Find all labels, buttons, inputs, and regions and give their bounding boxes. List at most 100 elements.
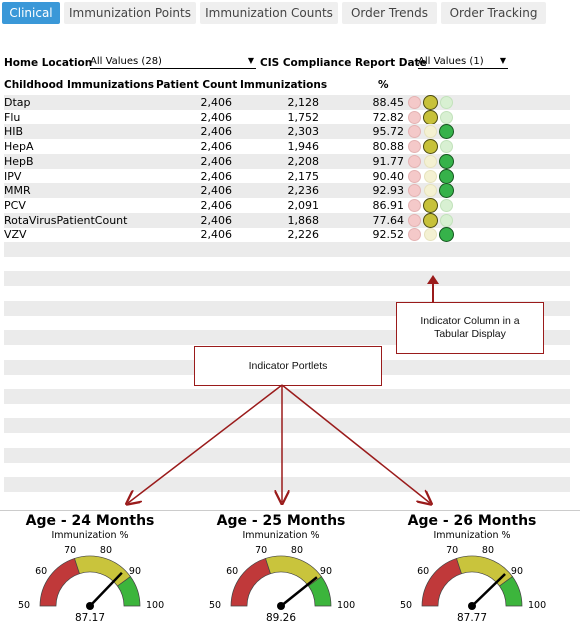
gauge-hub [86, 602, 94, 610]
table-row: IPV 2,406 2,175 90.40 [4, 168, 570, 184]
callout-indicator-portlets: Indicator Portlets [194, 346, 382, 386]
immunization-name: HIB [4, 125, 24, 139]
gauge-tick-label: 80 [290, 544, 304, 556]
gauge-title: Age - 25 Months [216, 513, 346, 529]
gauge-value: 89.26 [265, 612, 297, 624]
immunization-percent: 88.45 [372, 96, 405, 109]
immunization-count: 2,226 [287, 228, 320, 242]
immunization-percent: 72.82 [372, 110, 405, 124]
immunization-name: RotaVirusPatientCount [4, 213, 128, 227]
report-date-select[interactable]: All Values (1) ▼ [418, 56, 508, 69]
gauge-subtitle: Immunization % [433, 530, 511, 541]
immunization-name: MMR [4, 184, 31, 198]
column-header-immunizations[interactable]: Immunizations [240, 79, 328, 91]
gauge-tick-label: 60 [35, 565, 48, 577]
green-light-icon [440, 110, 453, 124]
column-header-percent[interactable]: % [378, 79, 389, 91]
gauge-hub [468, 602, 476, 610]
yellow-light-icon [424, 169, 437, 183]
gauge-tick-label: 70 [255, 544, 268, 556]
red-light-icon [408, 140, 421, 154]
gauge-tick-label: 50 [400, 600, 413, 611]
green-light-icon [439, 227, 454, 243]
immunization-percent: 80.88 [372, 140, 405, 154]
red-light-icon [408, 169, 421, 183]
immunization-name: IPV [4, 169, 22, 183]
gauge-tick-label: 80 [481, 544, 495, 556]
green-light-icon [440, 213, 453, 227]
table-row: Dtap 2,406 2,128 88.45 [4, 95, 570, 110]
callout-arrow-shaft [432, 280, 434, 302]
immunization-count: 2,303 [287, 125, 320, 139]
patient-count: 2,406 [200, 184, 233, 198]
table-row-empty [4, 242, 570, 257]
table-row: HIB 2,406 2,303 95.72 [4, 124, 570, 140]
immunization-count: 2,128 [287, 96, 320, 109]
yellow-light-icon [424, 228, 437, 242]
tab-immunization-counts[interactable]: Immunization Counts [200, 2, 338, 24]
home-location-value: All Values (28) [90, 56, 162, 67]
patient-count: 2,406 [200, 140, 233, 154]
gauge-tick-label: 90 [319, 565, 333, 577]
tab-immunization-points[interactable]: Immunization Points [64, 2, 196, 24]
immunization-percent: 91.77 [372, 154, 405, 168]
gauge-title: Age - 24 Months [25, 513, 155, 529]
gauge-value: 87.77 [456, 612, 488, 624]
immunization-count: 2,208 [287, 154, 320, 168]
immunization-percent: 90.40 [372, 169, 405, 183]
red-light-icon [408, 96, 421, 109]
immunization-count: 1,752 [287, 110, 320, 124]
table-row-empty [4, 477, 570, 493]
patient-count: 2,406 [200, 154, 233, 168]
section-divider [0, 510, 580, 511]
table-row: MMR 2,406 2,236 92.93 [4, 183, 570, 199]
immunization-name: HepA [4, 140, 34, 154]
gauge-needle [89, 571, 123, 607]
callout-indicator-portlets-text: Indicator Portlets [248, 360, 328, 372]
gauge-title: Age - 26 Months [407, 513, 537, 529]
gauge-hub [277, 602, 285, 610]
gauge-tick-label: 90 [510, 565, 524, 577]
immunization-name: PCV [4, 198, 26, 212]
immunization-name: Dtap [4, 96, 31, 109]
immunization-count: 2,236 [287, 184, 320, 198]
gauge-tick-label: 60 [226, 565, 239, 577]
red-light-icon [408, 213, 421, 227]
yellow-light-icon [423, 139, 438, 155]
gauge-value: 87.17 [74, 612, 106, 624]
yellow-light-icon [423, 212, 438, 228]
gauge-tick-label: 100 [337, 600, 356, 611]
table-row: HepA 2,406 1,946 80.88 [4, 139, 570, 155]
column-header-patient-count[interactable]: Patient Count [156, 79, 238, 91]
home-location-select[interactable]: All Values (28) ▼ [90, 56, 256, 69]
patient-count: 2,406 [200, 125, 233, 139]
table-row: PCV 2,406 2,091 86.91 [4, 197, 570, 213]
gauge-subtitle: Immunization % [51, 530, 129, 541]
home-location-label: Home Location [4, 57, 93, 69]
red-light-icon [408, 198, 421, 212]
red-light-icon [408, 154, 421, 168]
gauge-tick-label: 90 [128, 565, 142, 577]
green-light-icon [440, 96, 453, 109]
immunization-count: 2,175 [287, 169, 320, 183]
tab-clinical[interactable]: Clinical [2, 2, 60, 24]
column-header-immunization[interactable]: Childhood Immunizations [4, 79, 155, 91]
immunization-count: 1,946 [287, 140, 320, 154]
yellow-light-icon [423, 109, 438, 125]
green-light-icon [440, 140, 453, 154]
table-row-empty [4, 447, 570, 463]
chevron-down-icon: ▼ [247, 56, 254, 65]
immunization-percent: 95.72 [372, 125, 405, 139]
gauge-subtitle: Immunization % [242, 530, 320, 541]
tab-order-tracking[interactable]: Order Tracking [441, 2, 546, 24]
patient-count: 2,406 [200, 213, 233, 227]
immunization-name: HepB [4, 154, 34, 168]
patient-count: 2,406 [200, 169, 233, 183]
tab-order-trends[interactable]: Order Trends [342, 2, 437, 24]
gauge-tick-label: 50 [18, 600, 31, 611]
green-light-icon [439, 153, 454, 169]
